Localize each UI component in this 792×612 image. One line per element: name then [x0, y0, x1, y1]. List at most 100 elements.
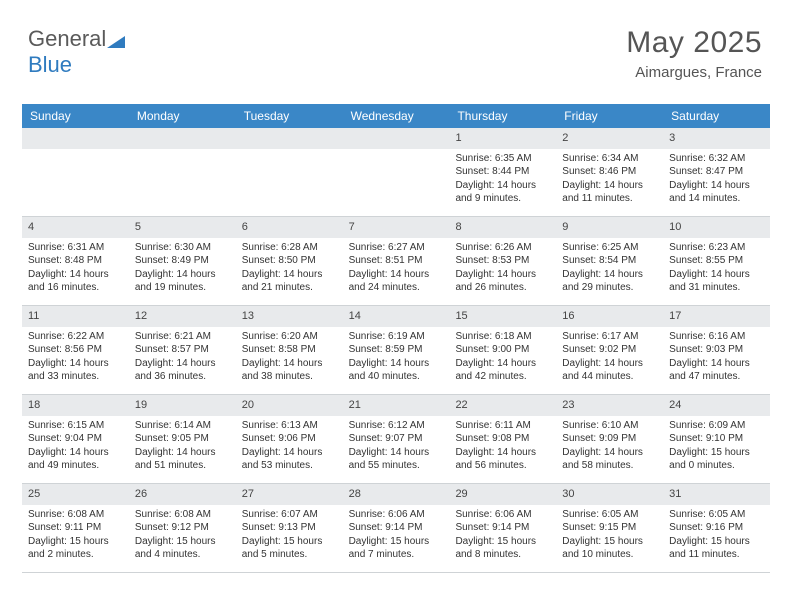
- daylight-text: Daylight: 15 hours and 0 minutes.: [669, 446, 764, 473]
- weekday-tuesday: Tuesday: [236, 104, 343, 128]
- day-cell: 13Sunrise: 6:20 AMSunset: 8:58 PMDayligh…: [236, 306, 343, 394]
- day-cell: 3Sunrise: 6:32 AMSunset: 8:47 PMDaylight…: [663, 128, 770, 216]
- week-row: 25Sunrise: 6:08 AMSunset: 9:11 PMDayligh…: [22, 484, 770, 573]
- day-cell: 19Sunrise: 6:14 AMSunset: 9:05 PMDayligh…: [129, 395, 236, 483]
- day-cell: 11Sunrise: 6:22 AMSunset: 8:56 PMDayligh…: [22, 306, 129, 394]
- sunset-text: Sunset: 8:56 PM: [28, 343, 123, 357]
- daylight-text: Daylight: 15 hours and 11 minutes.: [669, 535, 764, 562]
- day-number: 16: [556, 306, 663, 327]
- day-body: Sunrise: 6:14 AMSunset: 9:05 PMDaylight:…: [129, 416, 236, 479]
- sunrise-text: Sunrise: 6:30 AM: [135, 241, 230, 255]
- sunset-text: Sunset: 9:05 PM: [135, 432, 230, 446]
- weekday-friday: Friday: [556, 104, 663, 128]
- sunset-text: Sunset: 9:07 PM: [349, 432, 444, 446]
- sunrise-text: Sunrise: 6:23 AM: [669, 241, 764, 255]
- sunset-text: Sunset: 8:48 PM: [28, 254, 123, 268]
- day-cell: 27Sunrise: 6:07 AMSunset: 9:13 PMDayligh…: [236, 484, 343, 572]
- sunrise-text: Sunrise: 6:21 AM: [135, 330, 230, 344]
- sunset-text: Sunset: 9:10 PM: [669, 432, 764, 446]
- logo: General Blue: [28, 26, 125, 78]
- sunset-text: Sunset: 9:11 PM: [28, 521, 123, 535]
- sunset-text: Sunset: 9:08 PM: [455, 432, 550, 446]
- day-body: Sunrise: 6:28 AMSunset: 8:50 PMDaylight:…: [236, 238, 343, 301]
- daylight-text: Daylight: 14 hours and 36 minutes.: [135, 357, 230, 384]
- sunset-text: Sunset: 9:00 PM: [455, 343, 550, 357]
- sunset-text: Sunset: 8:49 PM: [135, 254, 230, 268]
- day-cell: 25 Sunrise: 6:08 AMSunset: 9:11 PMDayligh…: [22, 484, 129, 572]
- day-number: 25: [22, 484, 129, 505]
- sunrise-text: Sunrise: 6:20 AM: [242, 330, 337, 344]
- day-number: [343, 128, 450, 149]
- week-row: 1Sunrise: 6:35 AMSunset: 8:44 PMDaylight…: [22, 128, 770, 217]
- day-number: 24: [663, 395, 770, 416]
- day-number: 7: [343, 217, 450, 238]
- daylight-text: Daylight: 15 hours and 4 minutes.: [135, 535, 230, 562]
- day-number: 20: [236, 395, 343, 416]
- sunset-text: Sunset: 8:51 PM: [349, 254, 444, 268]
- day-cell: 2Sunrise: 6:34 AMSunset: 8:46 PMDaylight…: [556, 128, 663, 216]
- day-cell: 22Sunrise: 6:11 AMSunset: 9:08 PMDayligh…: [449, 395, 556, 483]
- day-cell: 1Sunrise: 6:35 AMSunset: 8:44 PMDaylight…: [449, 128, 556, 216]
- sunrise-text: Sunrise: 6:11 AM: [455, 419, 550, 433]
- daylight-text: Daylight: 15 hours and 2 minutes.: [28, 535, 123, 562]
- sunrise-text: Sunrise: 6:05 AM: [562, 508, 657, 522]
- sunrise-text: Sunrise: 6:17 AM: [562, 330, 657, 344]
- day-body: Sunrise: 6:16 AMSunset: 9:03 PMDaylight:…: [663, 327, 770, 390]
- sunset-text: Sunset: 9:16 PM: [669, 521, 764, 535]
- day-cell: 7Sunrise: 6:27 AMSunset: 8:51 PMDaylight…: [343, 217, 450, 305]
- day-number: 13: [236, 306, 343, 327]
- day-cell: 15Sunrise: 6:18 AMSunset: 9:00 PMDayligh…: [449, 306, 556, 394]
- daylight-text: Daylight: 14 hours and 40 minutes.: [349, 357, 444, 384]
- sunset-text: Sunset: 8:53 PM: [455, 254, 550, 268]
- day-cell: 26Sunrise: 6:08 AMSunset: 9:12 PMDayligh…: [129, 484, 236, 572]
- sunrise-text: Sunrise: 6:08 AM: [28, 508, 123, 522]
- daylight-text: Daylight: 14 hours and 33 minutes.: [28, 357, 123, 384]
- day-number: 19: [129, 395, 236, 416]
- day-body: Sunrise: 6:06 AMSunset: 9:14 PMDaylight:…: [449, 505, 556, 568]
- sunset-text: Sunset: 8:46 PM: [562, 165, 657, 179]
- week-row: 18Sunrise: 6:15 AMSunset: 9:04 PMDayligh…: [22, 395, 770, 484]
- sunrise-text: Sunrise: 6:34 AM: [562, 152, 657, 166]
- sunrise-text: Sunrise: 6:09 AM: [669, 419, 764, 433]
- day-cell: 18Sunrise: 6:15 AMSunset: 9:04 PMDayligh…: [22, 395, 129, 483]
- day-cell: 31Sunrise: 6:05 AMSunset: 9:16 PMDayligh…: [663, 484, 770, 572]
- month-title: May 2025: [626, 26, 762, 60]
- day-body: Sunrise: 6:06 AMSunset: 9:14 PMDaylight:…: [343, 505, 450, 568]
- sunrise-text: Sunrise: 6:12 AM: [349, 419, 444, 433]
- sunrise-text: Sunrise: 6:05 AM: [669, 508, 764, 522]
- day-cell: 9Sunrise: 6:25 AMSunset: 8:54 PMDaylight…: [556, 217, 663, 305]
- day-cell: 24 Sunrise: 6:09 AMSunset: 9:10 PMDayligh…: [663, 395, 770, 483]
- sunrise-text: Sunrise: 6:27 AM: [349, 241, 444, 255]
- daylight-text: Daylight: 14 hours and 38 minutes.: [242, 357, 337, 384]
- day-cell: 30Sunrise: 6:05 AMSunset: 9:15 PMDayligh…: [556, 484, 663, 572]
- day-cell: 28Sunrise: 6:06 AMSunset: 9:14 PMDayligh…: [343, 484, 450, 572]
- day-number: 8: [449, 217, 556, 238]
- daylight-text: Daylight: 14 hours and 42 minutes.: [455, 357, 550, 384]
- weeks-container: 1Sunrise: 6:35 AMSunset: 8:44 PMDaylight…: [22, 128, 770, 573]
- daylight-text: Daylight: 14 hours and 26 minutes.: [455, 268, 550, 295]
- daylight-text: Daylight: 14 hours and 21 minutes.: [242, 268, 337, 295]
- day-number: 22: [449, 395, 556, 416]
- day-number: 26: [129, 484, 236, 505]
- sunrise-text: Sunrise: 6:31 AM: [28, 241, 123, 255]
- day-number: 29: [449, 484, 556, 505]
- day-body: Sunrise: 6:25 AMSunset: 8:54 PMDaylight:…: [556, 238, 663, 301]
- week-row: 11Sunrise: 6:22 AMSunset: 8:56 PMDayligh…: [22, 306, 770, 395]
- sunrise-text: Sunrise: 6:06 AM: [455, 508, 550, 522]
- sunrise-text: Sunrise: 6:10 AM: [562, 419, 657, 433]
- day-body: Sunrise: 6:34 AMSunset: 8:46 PMDaylight:…: [556, 149, 663, 212]
- day-cell: 20Sunrise: 6:13 AMSunset: 9:06 PMDayligh…: [236, 395, 343, 483]
- day-body: Sunrise: 6:19 AMSunset: 8:59 PMDaylight:…: [343, 327, 450, 390]
- header-right: May 2025 Aimargues, France: [626, 26, 762, 81]
- sunrise-text: Sunrise: 6:15 AM: [28, 419, 123, 433]
- day-cell: 6Sunrise: 6:28 AMSunset: 8:50 PMDaylight…: [236, 217, 343, 305]
- day-number: 21: [343, 395, 450, 416]
- sunrise-text: Sunrise: 6:16 AM: [669, 330, 764, 344]
- day-number: 23: [556, 395, 663, 416]
- day-body: Sunrise: 6:18 AMSunset: 9:00 PMDaylight:…: [449, 327, 556, 390]
- sunset-text: Sunset: 8:54 PM: [562, 254, 657, 268]
- day-cell: 10Sunrise: 6:23 AMSunset: 8:55 PMDayligh…: [663, 217, 770, 305]
- calendar: SundayMondayTuesdayWednesdayThursdayFrid…: [22, 104, 770, 573]
- day-number: 1: [449, 128, 556, 149]
- sunrise-text: Sunrise: 6:07 AM: [242, 508, 337, 522]
